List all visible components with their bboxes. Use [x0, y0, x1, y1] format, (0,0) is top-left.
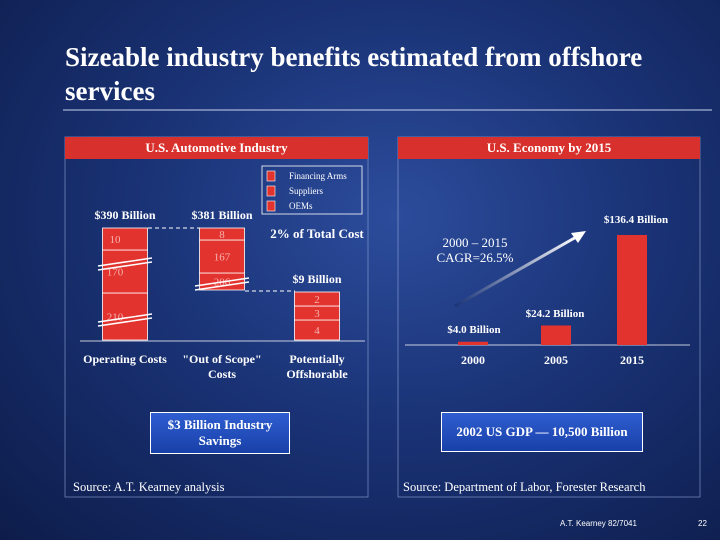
total-label: $9 Billion: [292, 272, 342, 286]
value-label: $24.2 Billion: [526, 308, 585, 320]
legend-swatch: [266, 170, 276, 182]
legend-swatch: [266, 185, 276, 197]
legend-swatch: [266, 200, 276, 212]
x-tick-label: "Out of Scope" Costs: [182, 352, 262, 381]
source: Source: A.T. Kearney analysis: [73, 480, 225, 494]
annotation: 2000 – 2015 CAGR=26.5%: [436, 235, 514, 265]
trend-arrow: [454, 234, 579, 308]
bar-segment: [294, 291, 340, 307]
legend-label: Financing Arms: [289, 171, 347, 181]
segment-label: 10: [110, 234, 122, 246]
segment-label: 170: [107, 267, 124, 279]
segment-label: 3: [314, 308, 320, 320]
total-label: $390 Billion: [94, 208, 156, 222]
legend-box: [261, 165, 363, 215]
callout: $3 Billion Industry Savings: [150, 412, 290, 454]
legend-label: Suppliers: [289, 186, 323, 196]
segment-label: 4: [314, 325, 320, 337]
bar-segment: [102, 227, 148, 251]
callout: 2002 US GDP — 10,500 Billion: [441, 412, 643, 452]
panel-header: U.S. Economy by 2015: [398, 137, 700, 159]
segment-label: 210: [107, 312, 124, 324]
panel-header: U.S. Automotive Industry: [65, 137, 368, 159]
slide-title: Sizeable industry benefits estimated fro…: [65, 42, 643, 106]
bar: [617, 235, 647, 345]
x-tick-label: 2005: [544, 353, 568, 367]
bar-segment: [199, 227, 245, 241]
annotation: 2% of Total Cost: [270, 226, 364, 241]
x-tick-label: 2000: [461, 353, 485, 367]
footer: A.T. Kearney 82/7041: [560, 519, 637, 528]
segment-label: 167: [214, 252, 231, 264]
segment-label: 8: [219, 229, 225, 241]
source: Source: Department of Labor, Forester Re…: [403, 480, 646, 494]
legend-label: OEMs: [289, 201, 313, 211]
segment-label: 2: [314, 294, 320, 306]
page-number: 22: [698, 519, 707, 528]
value-label: $136.4 Billion: [604, 214, 668, 226]
axis-break: [97, 313, 153, 327]
x-tick-label: Potentially Offshorable: [286, 352, 348, 381]
x-tick-label: 2015: [620, 353, 644, 367]
bar-segment: [199, 239, 245, 274]
axis-break: [97, 257, 153, 271]
bar: [541, 325, 571, 345]
total-label: $381 Billion: [191, 208, 253, 222]
arrow-head: [571, 231, 586, 243]
x-tick-label: Operating Costs: [83, 352, 167, 366]
axis-break: [194, 277, 250, 291]
bar: [458, 341, 488, 345]
value-label: $4.0 Billion: [447, 324, 500, 336]
